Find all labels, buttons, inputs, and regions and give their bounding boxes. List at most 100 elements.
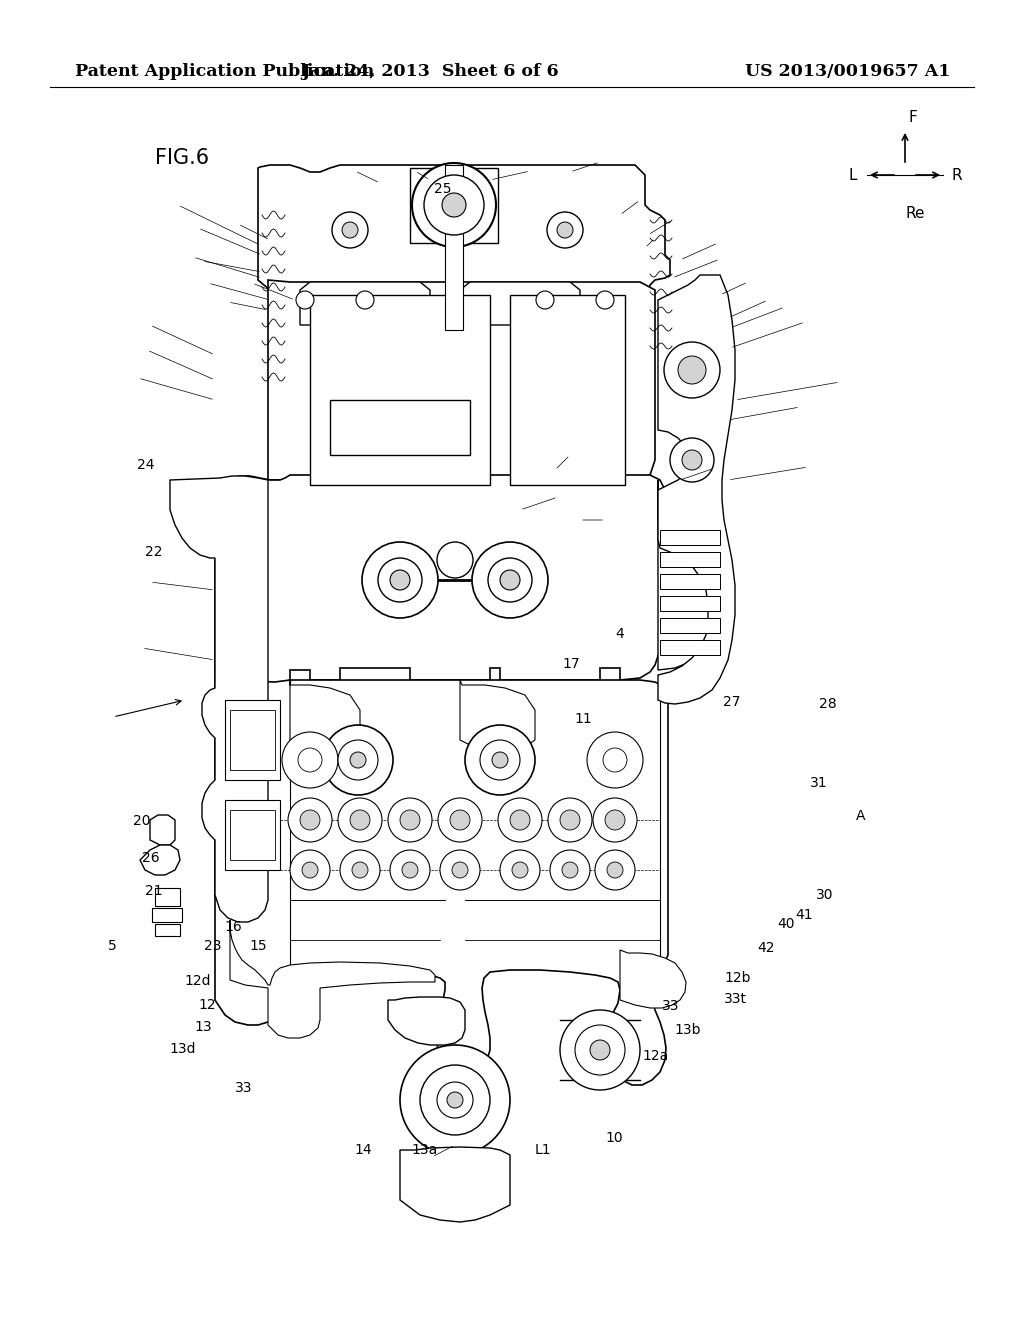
Circle shape xyxy=(447,1092,463,1107)
Circle shape xyxy=(575,1026,625,1074)
Circle shape xyxy=(605,810,625,830)
Text: 28: 28 xyxy=(818,697,837,710)
Circle shape xyxy=(557,222,573,238)
Circle shape xyxy=(332,213,368,248)
Circle shape xyxy=(480,741,520,780)
Bar xyxy=(445,165,463,330)
Circle shape xyxy=(452,862,468,878)
Circle shape xyxy=(298,748,322,772)
Bar xyxy=(660,597,720,611)
Text: 15: 15 xyxy=(249,940,267,953)
Circle shape xyxy=(438,799,482,842)
Bar xyxy=(170,150,820,1200)
Text: 13d: 13d xyxy=(169,1043,196,1056)
Circle shape xyxy=(390,570,410,590)
Circle shape xyxy=(290,850,330,890)
Circle shape xyxy=(492,752,508,768)
Circle shape xyxy=(560,810,580,830)
Circle shape xyxy=(400,810,420,830)
Circle shape xyxy=(338,741,378,780)
Circle shape xyxy=(302,862,318,878)
Text: 33: 33 xyxy=(662,999,680,1012)
Circle shape xyxy=(587,733,643,788)
Polygon shape xyxy=(400,1147,510,1222)
Circle shape xyxy=(390,850,430,890)
Bar xyxy=(660,640,720,655)
Circle shape xyxy=(350,810,370,830)
Circle shape xyxy=(437,543,473,578)
Bar xyxy=(330,400,470,455)
Circle shape xyxy=(512,862,528,878)
Circle shape xyxy=(550,850,590,890)
Text: Jan. 24, 2013  Sheet 6 of 6: Jan. 24, 2013 Sheet 6 of 6 xyxy=(301,63,559,81)
Text: Patent Application Publication: Patent Application Publication xyxy=(75,63,374,81)
Circle shape xyxy=(500,570,520,590)
Circle shape xyxy=(362,543,438,618)
Text: 12d: 12d xyxy=(184,974,211,987)
Bar xyxy=(410,168,498,243)
Text: 40: 40 xyxy=(777,917,796,931)
Polygon shape xyxy=(150,814,175,845)
Polygon shape xyxy=(268,280,655,490)
Circle shape xyxy=(300,810,319,830)
Polygon shape xyxy=(215,475,672,690)
Circle shape xyxy=(420,1065,490,1135)
Polygon shape xyxy=(658,275,735,704)
Text: 4: 4 xyxy=(615,627,624,640)
Circle shape xyxy=(664,342,720,399)
Text: R: R xyxy=(951,168,963,182)
Polygon shape xyxy=(140,845,180,875)
Circle shape xyxy=(498,799,542,842)
Circle shape xyxy=(342,222,358,238)
Text: 16: 16 xyxy=(224,920,243,933)
Circle shape xyxy=(593,799,637,842)
Text: 5: 5 xyxy=(109,940,117,953)
Circle shape xyxy=(378,558,422,602)
Text: L: L xyxy=(849,168,857,182)
Text: 21: 21 xyxy=(144,884,163,898)
Circle shape xyxy=(440,850,480,890)
Polygon shape xyxy=(170,477,268,921)
Text: A: A xyxy=(855,809,865,822)
Circle shape xyxy=(282,733,338,788)
Text: 33t: 33t xyxy=(724,993,746,1006)
Circle shape xyxy=(500,850,540,890)
Circle shape xyxy=(356,290,374,309)
Circle shape xyxy=(442,193,466,216)
Circle shape xyxy=(350,752,366,768)
Text: FIG.6: FIG.6 xyxy=(155,148,209,168)
Text: 20: 20 xyxy=(132,814,151,828)
Text: Re: Re xyxy=(905,206,925,220)
Circle shape xyxy=(595,850,635,890)
Bar xyxy=(660,574,720,589)
Circle shape xyxy=(682,450,702,470)
Circle shape xyxy=(547,213,583,248)
Polygon shape xyxy=(460,680,535,752)
Text: 31: 31 xyxy=(810,776,828,789)
Circle shape xyxy=(562,862,578,878)
Bar xyxy=(660,618,720,634)
Circle shape xyxy=(596,290,614,309)
Bar xyxy=(152,908,182,921)
Circle shape xyxy=(400,1045,510,1155)
Text: 26: 26 xyxy=(141,851,160,865)
Text: 41: 41 xyxy=(795,908,813,921)
Bar xyxy=(225,800,280,870)
Text: 25: 25 xyxy=(433,182,452,195)
Bar xyxy=(225,700,280,780)
Text: 30: 30 xyxy=(815,888,834,902)
Polygon shape xyxy=(230,920,435,1038)
Bar xyxy=(510,294,625,484)
Polygon shape xyxy=(215,680,668,1085)
Text: 42: 42 xyxy=(757,941,775,954)
Text: 27: 27 xyxy=(723,696,741,709)
Circle shape xyxy=(402,862,418,878)
Circle shape xyxy=(510,810,530,830)
Circle shape xyxy=(388,799,432,842)
Text: 12: 12 xyxy=(198,998,216,1011)
Circle shape xyxy=(472,543,548,618)
Circle shape xyxy=(340,850,380,890)
Text: 12a: 12a xyxy=(642,1049,669,1063)
Polygon shape xyxy=(258,165,670,325)
Circle shape xyxy=(560,1010,640,1090)
